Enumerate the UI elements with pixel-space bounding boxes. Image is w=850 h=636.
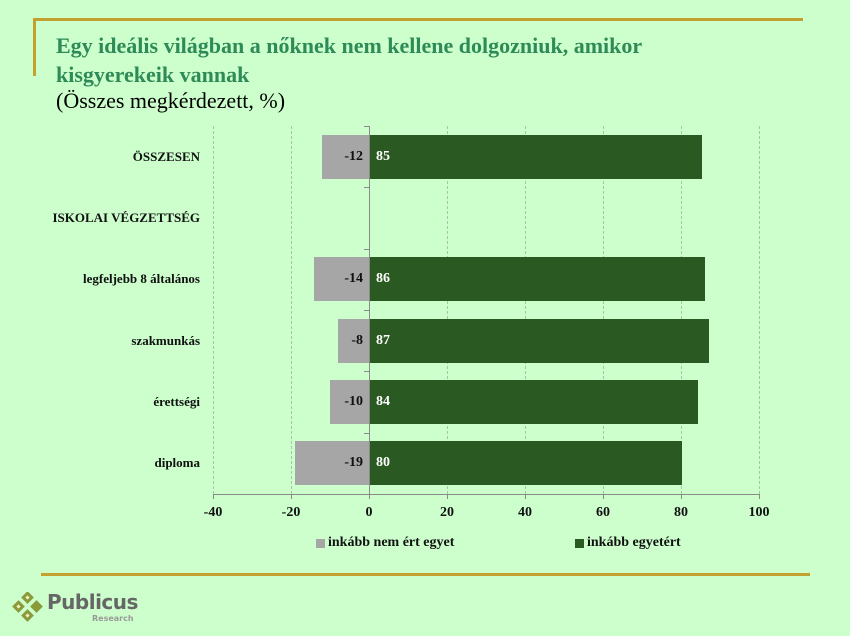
x-axis-tick: [213, 494, 214, 499]
bottom-gold-rule: [41, 573, 810, 576]
x-axis-tick: [369, 494, 370, 499]
legend-swatch-agree: [575, 538, 584, 548]
x-axis: [213, 494, 760, 495]
gridline: [447, 126, 448, 494]
value-label-agree: 80: [376, 455, 390, 471]
gridline: [681, 126, 682, 494]
bar-disagree: [314, 257, 369, 302]
x-axis-tick-label: -40: [203, 505, 223, 520]
bar-disagree: [294, 441, 369, 486]
bar-disagree: [337, 318, 369, 363]
publicus-logo: Publicus Research: [10, 590, 140, 630]
x-axis-tick-label: 40: [518, 505, 532, 520]
gridline: [525, 126, 526, 494]
gridline: [759, 126, 760, 494]
x-axis-tick: [291, 494, 292, 499]
value-label-agree: 85: [376, 148, 390, 164]
four-diamonds-icon: [12, 592, 43, 622]
y-axis-tick: [364, 310, 369, 311]
legend-item-disagree: inkább nem ért egyet: [316, 535, 454, 551]
bar-disagree: [322, 134, 369, 179]
bar-agree: [370, 257, 706, 302]
x-axis-tick-label: 60: [596, 505, 610, 520]
gridline: [603, 126, 604, 494]
bar-agree: [370, 380, 698, 424]
x-axis-tick: [447, 494, 448, 499]
value-label-agree: 87: [376, 332, 390, 348]
y-axis-tick: [364, 432, 369, 434]
bar-disagree: [330, 380, 369, 424]
bar-agree: [370, 134, 702, 179]
legend-label-disagree: inkább nem ért egyet: [328, 535, 455, 550]
category-label: ÖSSZESEN: [132, 148, 200, 164]
logo-subtitle: Research: [92, 614, 134, 623]
value-label-disagree: -19: [344, 455, 363, 471]
category-label: szakmunkás: [131, 332, 200, 348]
x-axis-tick: [525, 494, 526, 499]
top-gold-rule: [33, 18, 803, 21]
category-label: legfeljebb 8 általános: [83, 271, 200, 287]
y-axis-tick: [364, 126, 369, 127]
value-label-disagree: -12: [344, 148, 363, 164]
category-label: érettségi: [153, 394, 200, 409]
value-label-agree: 84: [376, 394, 390, 409]
value-label-disagree: -14: [344, 271, 363, 287]
x-axis-tick: [759, 494, 760, 499]
value-label-disagree: -10: [344, 394, 363, 409]
chart-title: Egy ideális világban a nőknek nem kellen…: [56, 33, 642, 87]
bar-agree: [370, 318, 710, 363]
x-axis-tick-label: -20: [281, 505, 301, 520]
value-label-disagree: -8: [351, 332, 363, 348]
y-axis-tick: [364, 187, 369, 189]
x-axis-tick: [681, 494, 682, 499]
chart-subtitle: (Összes megkérdezett, %): [56, 88, 286, 113]
gridline: [213, 126, 214, 494]
bar-agree: [370, 441, 682, 486]
x-axis-tick-label: 0: [365, 505, 373, 520]
y-axis-tick: [364, 371, 369, 373]
y-axis-tick: [364, 494, 369, 495]
left-gold-rule: [33, 18, 36, 76]
category-label: diploma: [154, 455, 200, 471]
y-axis: [369, 126, 370, 494]
x-axis-tick: [603, 494, 604, 499]
logo-wordmark: Publicus: [47, 590, 138, 614]
category-label: ISKOLAI VÉGZETTSÉG: [52, 210, 200, 225]
legend-swatch-disagree: [316, 538, 325, 548]
x-axis-tick-label: 80: [674, 505, 688, 520]
x-axis-tick-label: 100: [748, 505, 770, 520]
y-axis-tick: [364, 248, 369, 250]
gridline: [291, 126, 292, 494]
legend-item-agree: inkább egyetért: [575, 535, 681, 551]
legend-label-agree: inkább egyetért: [587, 535, 681, 550]
x-axis-tick-label: 20: [440, 505, 454, 520]
value-label-agree: 86: [376, 271, 390, 287]
